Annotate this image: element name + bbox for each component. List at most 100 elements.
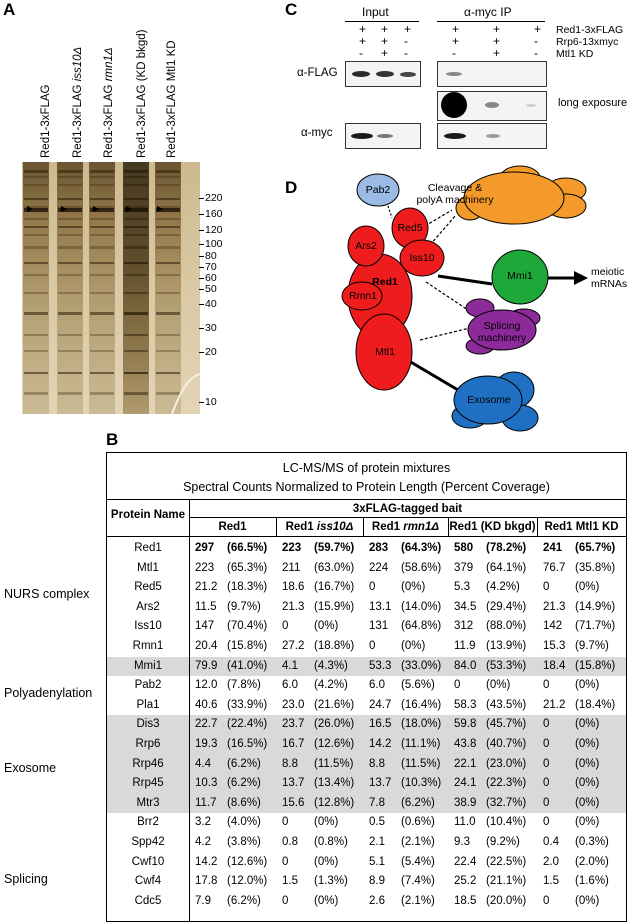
protein-name-cell: Red1 [134,542,162,554]
count-cell: 15.3 [543,640,566,652]
column-header-plain: Red1 [218,521,247,533]
name-column-divider [189,499,190,921]
protein-name-cell: Rrp45 [132,777,164,790]
protein-name-cell: Mtl1 [137,561,159,574]
gel-band [90,312,114,315]
mtl1-node [355,313,413,391]
input-condition-sign: - [404,46,408,60]
count-cell: 20.4 [195,640,218,652]
count-cell: 0 [543,816,550,829]
count-cell: 22.4 [454,855,477,868]
count-cell: 8.9 [369,875,385,888]
protein-name-header: Protein Name [110,509,186,521]
ip-condition-sign: + [493,22,501,36]
arrowhead-icon [574,271,588,285]
lane-label: Red1-3xFLAG (KD bkgd) [136,30,148,158]
exosome-label: Exosome [467,394,511,406]
coverage-cell: (10.4%) [486,816,527,829]
edge-iss10-cleavage [429,214,457,246]
gel-band [58,350,82,352]
lane-label: Red1-3xFLAG Mtl1 KD [166,40,178,158]
gel-band [90,176,114,178]
coverage-cell: (4.3%) [314,659,348,672]
count-cell: 0.5 [369,816,385,829]
coverage-cell: (0%) [575,894,600,907]
gel-band [90,184,114,186]
lane-label-plain: Red1-3xFLAG Mtl1 KD [166,40,178,158]
count-cell: 0 [543,777,550,790]
bait-header: 3xFLAG-tagged bait [352,503,463,515]
count-cell: 0 [282,620,289,633]
col-divider [537,517,538,537]
column-header-italic: rmn1Δ [403,521,440,533]
table-row: Mmi1 79.9 (41.0%) 4.1 (4.3%) 53.3 (33.0%) 84.0 (… [107,656,626,677]
coverage-cell: (0%) [575,796,600,809]
column-header: Red1 [189,521,276,533]
protein-group-label: NURS complex [4,587,90,601]
count-cell: 21.2 [543,698,566,711]
mw-marker-label: 120 [199,224,223,236]
arrowhead-icon [61,206,67,212]
coverage-cell: (13.9%) [486,640,527,652]
count-cell: 7.8 [369,796,385,809]
col-divider [448,517,449,537]
splicing-label-text: Splicing machinery [477,320,527,344]
gel-band [124,262,148,264]
coverage-cell: (64.8%) [401,620,442,633]
gel-band [156,262,180,264]
ip-header-rule [437,21,545,22]
coverage-cell: (0%) [575,581,600,594]
cleavage-label: Cleavage & polyA machinery [395,182,515,206]
gel-band [156,392,180,395]
count-cell: 142 [543,620,563,633]
ip-condition-sign: + [493,46,501,60]
gel-band [124,176,148,178]
gel-band [124,218,148,220]
table-row: Red1 297 (66.5%) 223 (59.7%) 283 (64.3%) 580 (78… [107,539,626,559]
table-title-line2: Spectral Counts Normalized to Protein Le… [183,480,550,494]
gel-band [156,184,180,186]
count-cell: 0 [543,757,550,770]
count-cell: 25.2 [454,875,477,888]
count-cell: 38.9 [454,796,477,809]
count-cell: 14.2 [369,738,392,750]
input-header: Input [362,5,389,19]
mass-spec-table: LC-MS/MS of protein mixtures Spectral Co… [106,452,627,922]
count-cell: 6.0 [369,679,385,692]
count-cell: 13.1 [369,600,392,613]
gel-band [156,198,180,200]
mw-marker-label: 100 [199,238,223,250]
column-header-plain: Red1 [371,521,404,533]
gel-band [156,334,180,336]
arrowhead-icon [126,206,132,212]
coverage-cell: (6.2%) [401,796,435,809]
count-cell: 1.5 [282,875,298,888]
gel-band [24,176,48,178]
blot-input-myc [345,123,421,149]
count-cell: 0 [369,640,376,652]
ars2-node [347,225,385,267]
gel-band [124,246,148,249]
count-cell: 297 [195,542,215,554]
coverage-cell: (65.7%) [575,542,616,554]
count-cell: 21.3 [282,600,305,613]
coverage-cell: (0%) [575,757,600,770]
coverage-cell: (4.2%) [314,679,348,692]
band [376,71,394,77]
coverage-cell: (0%) [575,679,600,692]
coverage-cell: (16.7%) [314,581,355,594]
blot-label-myc: α-myc [301,127,333,139]
table-title-line1: LC-MS/MS of protein mixtures [282,461,451,475]
coverage-cell: (16.5%) [227,738,268,750]
column-header-plain: Red1 [285,521,317,533]
coverage-cell: (0%) [314,816,339,829]
coverage-cell: (0.8%) [314,836,348,848]
count-cell: 9.3 [454,836,470,848]
gel-band [124,392,148,395]
count-cell: 8.8 [369,757,385,770]
input-condition-sign: + [381,46,389,60]
coverage-cell: (21.6%) [314,698,355,711]
protein-name-cell: Spp42 [131,836,165,848]
count-cell: 16.5 [369,718,392,731]
gel-band [124,226,148,228]
